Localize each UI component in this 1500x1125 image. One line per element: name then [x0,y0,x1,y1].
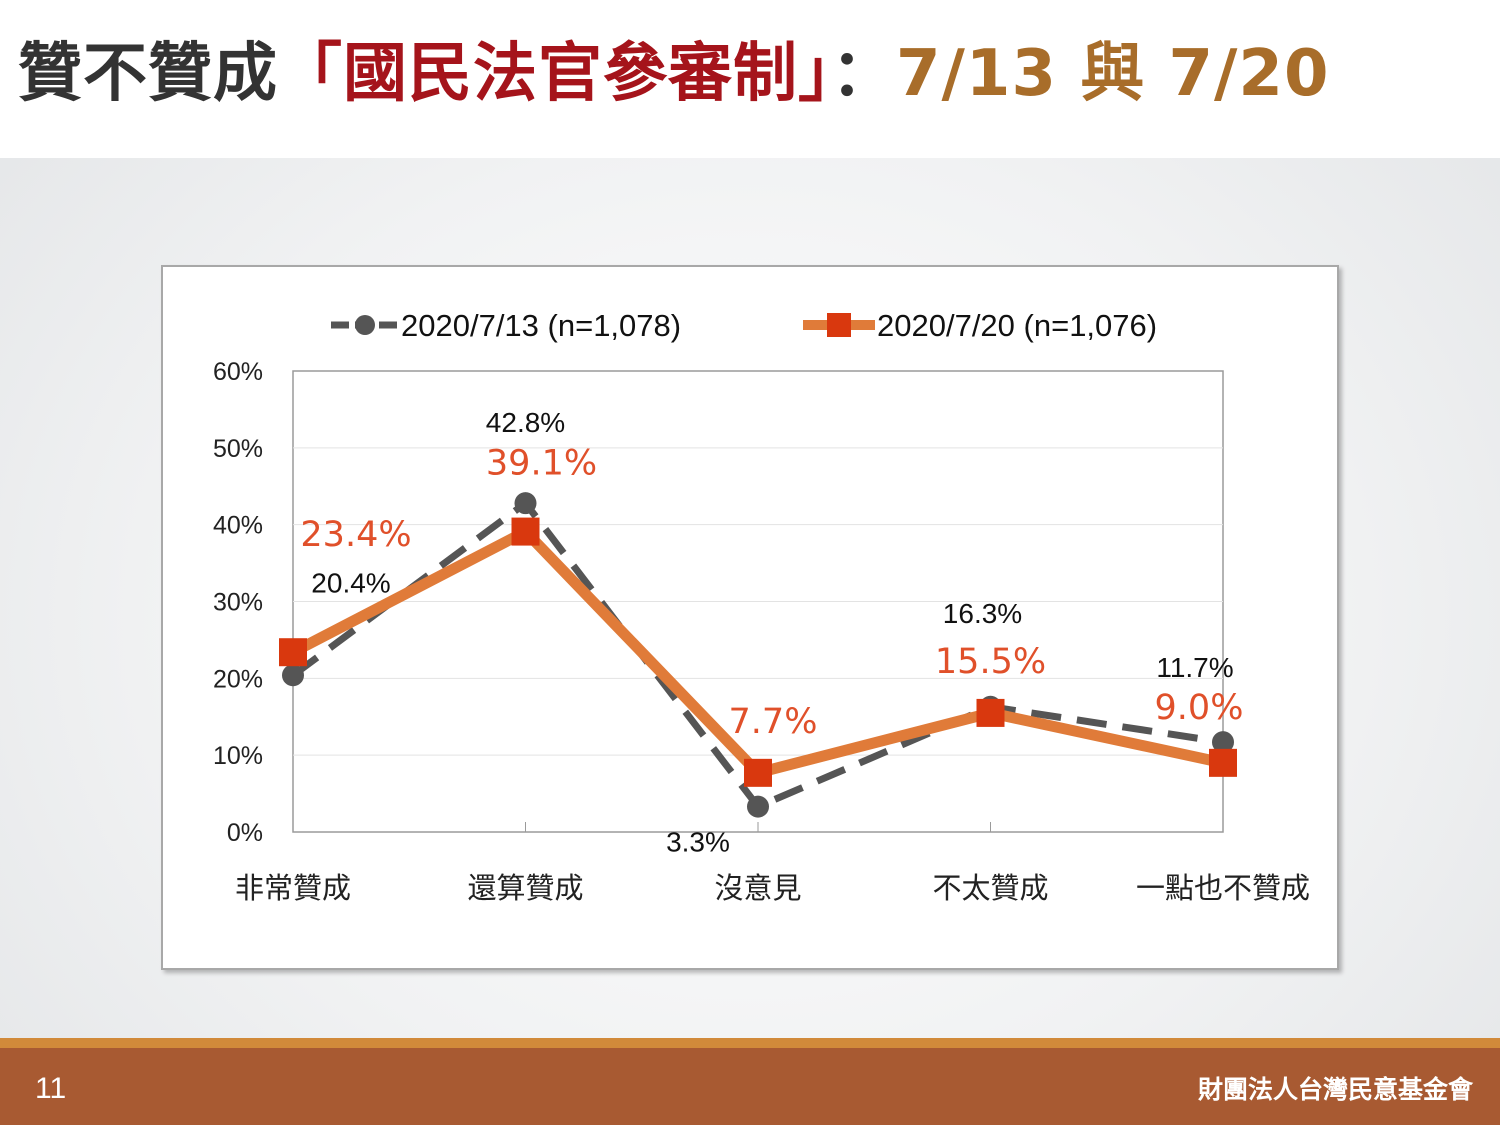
legend-label-2020-7-13: 2020/7/13 (n=1,078) [401,308,681,343]
chart-frame: 0% 10% 20% 30% 40% 50% 60% 非常贊成 還算贊成 沒意見 不太贊成 一點也不贊… [161,265,1339,970]
data-point-2020-7-13 [1212,731,1234,754]
y-tick-label: 40% [213,512,263,540]
data-label-2020-7-20: 9.0% [1155,688,1244,728]
data-point-2020-7-20 [1209,748,1237,777]
data-label-2020-7-20: 23.4% [300,515,411,555]
page-number: 11 [35,1072,67,1105]
y-tick-label: 60% [213,358,263,386]
data-point-2020-7-13 [514,492,537,515]
y-tick-label: 30% [213,589,263,617]
data-label-2020-7-20: 7.7% [729,702,818,742]
x-category-label: 不太贊成 [932,871,1048,905]
data-point-2020-7-20 [976,698,1005,727]
title-part-4: 7/13 與 7/20 [896,37,1330,111]
y-tick-label: 10% [213,742,263,770]
data-label-2020-7-13: 42.8% [486,407,565,438]
y-tick-label: 20% [213,665,263,693]
legend-label-2020-7-20: 2020/7/20 (n=1,076) [877,308,1157,343]
line-chart: 0% 10% 20% 30% 40% 50% 60% 非常贊成 還算贊成 沒意見 不太贊成 一點也不贊… [213,308,1310,905]
footer: 11 財團法人台灣民意基金會 [0,1048,1500,1125]
data-point-2020-7-20 [744,758,772,787]
data-label-2020-7-20: 39.1% [486,444,597,484]
x-category-label: 一點也不贊成 [1136,871,1310,905]
x-category-label: 沒意見 [714,871,801,905]
data-point-2020-7-13 [282,664,304,687]
title-part-2: 「國民法官參審制」 [278,37,831,111]
data-point-2020-7-13 [747,795,769,818]
legend-marker-2020-7-13 [355,315,375,335]
data-point-2020-7-20 [511,517,540,546]
data-label-2020-7-13: 11.7% [1156,652,1233,683]
data-label-2020-7-13: 3.3% [666,827,730,858]
title-part-1: 贊不贊成 [18,37,278,111]
y-tick-label: 0% [227,819,263,847]
organization-name: 財團法人台灣民意基金會 [1197,1075,1473,1104]
legend-marker-2020-7-20 [827,313,851,337]
data-label-2020-7-13: 20.4% [311,567,390,598]
title-part-3: ： [831,37,896,111]
title-bar: 贊不贊成「國民法官參審制」：7/13 與 7/20 [0,0,1500,158]
slide-title: 贊不贊成「國民法官參審制」：7/13 與 7/20 [18,37,1330,112]
data-label-2020-7-20: 15.5% [935,642,1046,682]
footer-stripe [0,1038,1500,1048]
data-label-2020-7-13: 16.3% [943,598,1022,629]
data-point-2020-7-20 [279,638,307,667]
y-tick-label: 50% [213,435,263,463]
x-category-label: 非常贊成 [235,871,351,905]
x-category-label: 還算贊成 [467,871,583,905]
